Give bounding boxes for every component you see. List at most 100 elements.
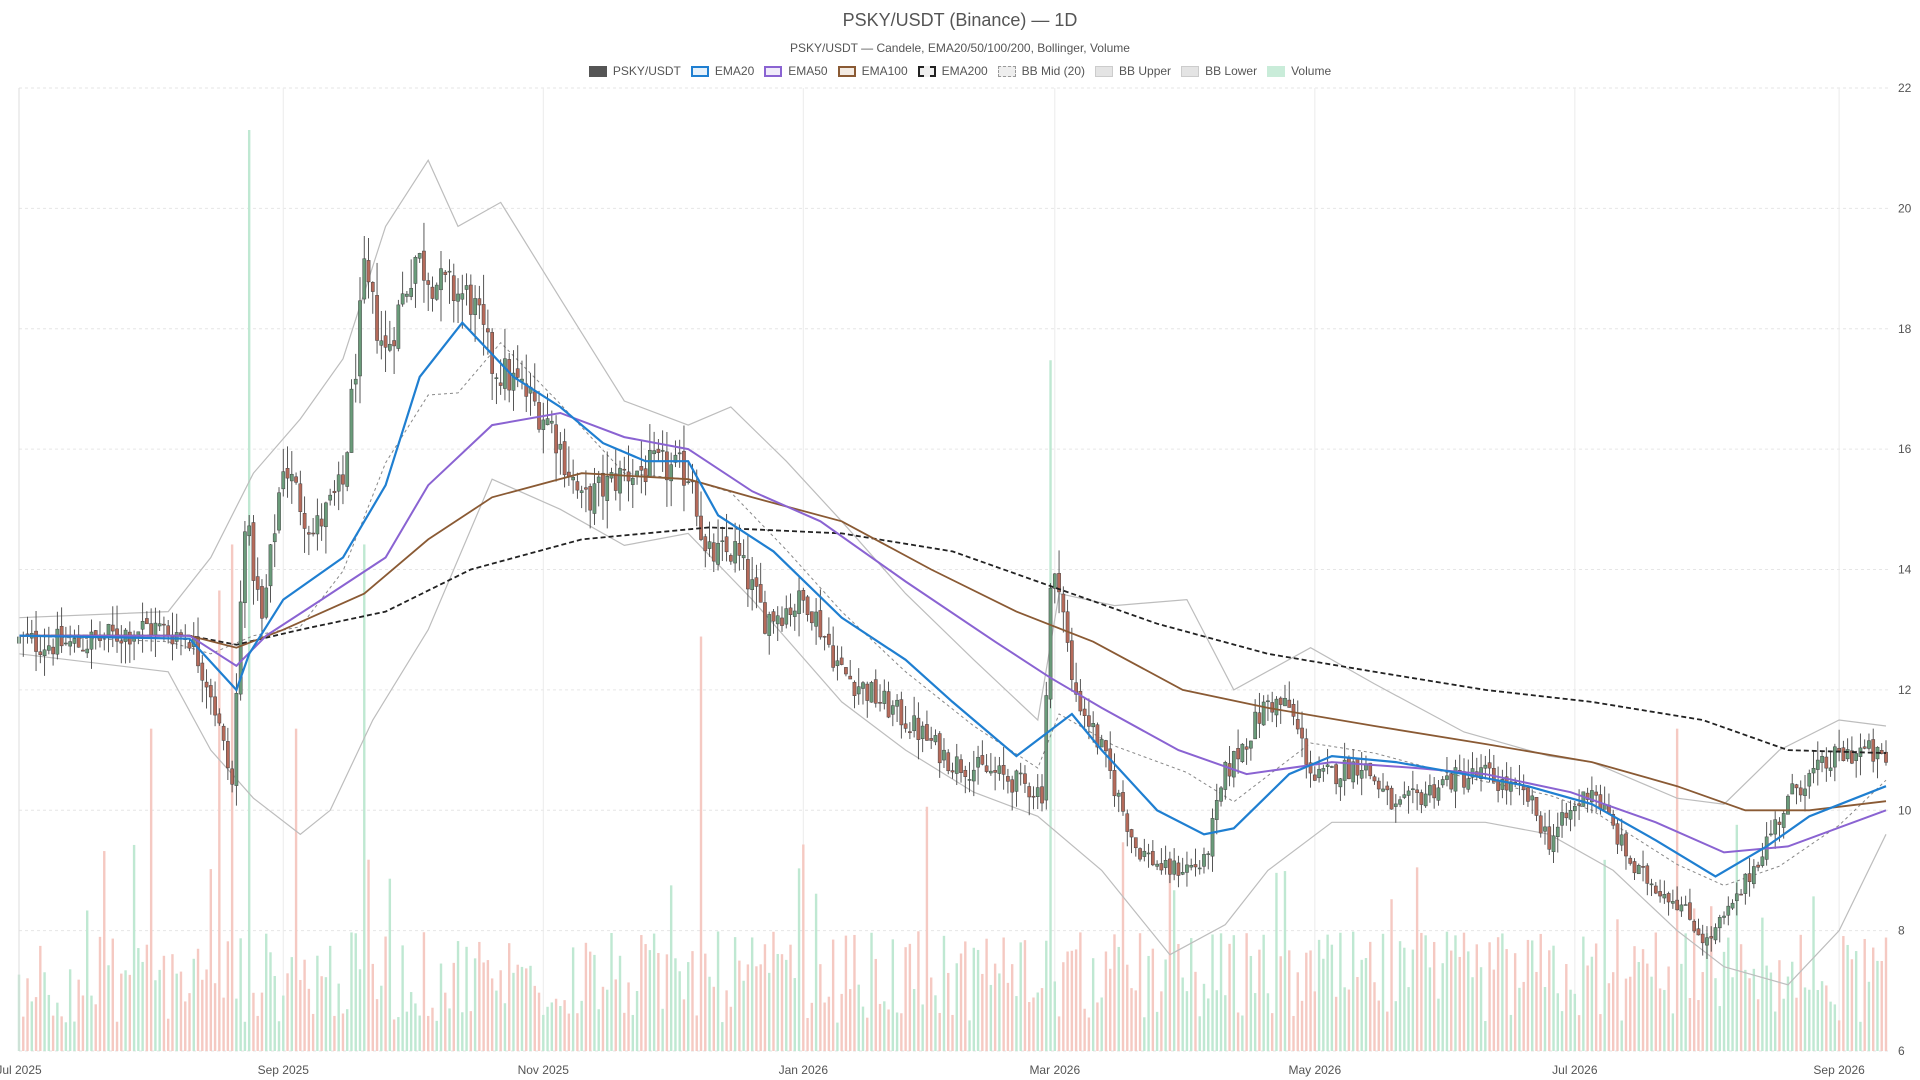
candle-body <box>451 275 456 301</box>
candle <box>1295 700 1300 735</box>
legend-item-ema50[interactable]: EMA50 <box>764 64 828 78</box>
candle-body <box>392 340 396 347</box>
candle <box>1099 734 1104 748</box>
candle-body <box>903 723 908 729</box>
legend-item-candles[interactable]: PSKY/USDT <box>588 64 681 78</box>
candle-body <box>890 705 895 715</box>
volume-bar <box>1531 940 1534 1051</box>
candle-body <box>251 522 256 581</box>
volume-bar <box>1343 987 1346 1051</box>
candle <box>89 619 94 669</box>
candle-body <box>562 441 567 476</box>
candle-body <box>984 765 989 772</box>
candle <box>1227 745 1232 787</box>
candle <box>153 607 158 657</box>
volume-bar <box>1360 959 1363 1051</box>
candle-body <box>1112 770 1117 797</box>
candle-body <box>149 623 153 636</box>
legend-item-bb-upper[interactable]: BB Upper <box>1095 64 1171 78</box>
candle <box>741 539 746 570</box>
candle-body <box>1411 788 1415 791</box>
volume-bar <box>785 959 788 1051</box>
candle <box>1850 736 1854 765</box>
candle <box>848 660 853 680</box>
candle <box>490 328 494 401</box>
legend-item-bb-lower[interactable]: BB Lower <box>1181 64 1257 78</box>
candle <box>984 754 989 774</box>
volume-bar <box>47 994 51 1051</box>
volume-bar <box>704 953 707 1051</box>
candle-body <box>1560 812 1564 826</box>
candle-body <box>1815 759 1820 770</box>
volume-bar <box>1369 941 1372 1051</box>
legend-item-ema100[interactable]: EMA100 <box>837 64 908 78</box>
volume-bar <box>981 973 984 1051</box>
candle-body <box>1244 746 1249 750</box>
candle <box>1824 747 1829 782</box>
candle-body <box>413 257 418 284</box>
volume-bar <box>1599 1014 1602 1051</box>
volume-bar <box>1518 987 1521 1051</box>
candle-body <box>993 770 997 773</box>
candle <box>1300 711 1304 758</box>
volume-bar <box>1339 932 1342 1051</box>
axes: 6 8 10 12 14 16 18 20 22 Jul 2025 Sep 2025 Nov 2025… <box>0 81 1912 1077</box>
volume-bar <box>1151 948 1155 1051</box>
volume-bar <box>235 998 238 1051</box>
candle <box>728 553 733 565</box>
candle <box>1270 691 1275 723</box>
candle <box>127 621 132 663</box>
candle-body <box>1389 787 1394 810</box>
volume-bar <box>912 988 916 1051</box>
candle <box>1330 765 1334 768</box>
candle <box>1645 863 1650 896</box>
volume-bar <box>1513 953 1517 1051</box>
candle-body <box>549 420 554 424</box>
candle <box>1688 888 1692 921</box>
legend-item-ema200[interactable]: EMA200 <box>917 64 988 78</box>
candle <box>456 278 460 323</box>
candle <box>592 467 597 525</box>
candle-body <box>703 536 708 552</box>
legend-label: EMA20 <box>714 64 755 78</box>
candle <box>1696 918 1701 936</box>
volume-bar <box>934 995 937 1051</box>
volume-bar <box>158 969 161 1051</box>
candle-body <box>1223 762 1228 790</box>
candle-body <box>1692 920 1697 932</box>
legend-item-ema20[interactable]: EMA20 <box>690 64 755 78</box>
volume-bar <box>1556 993 1559 1051</box>
candle-body <box>1666 893 1671 903</box>
volume-bar <box>1543 987 1547 1051</box>
volume-bar <box>780 954 784 1051</box>
candle <box>1172 848 1177 881</box>
volume-bar <box>1688 998 1692 1051</box>
volume-bar <box>1505 949 1508 1051</box>
candle-body <box>724 536 729 553</box>
candle <box>324 501 328 554</box>
candle-body <box>1189 865 1194 868</box>
volume-bar <box>324 977 328 1051</box>
volume-bar <box>1270 1013 1274 1051</box>
volume-bar <box>154 980 157 1051</box>
legend-item-bb-mid[interactable]: BB Mid (20) <box>997 64 1085 78</box>
candle-body <box>1632 861 1637 874</box>
candle-body <box>1014 770 1019 792</box>
candle-body <box>1368 762 1373 777</box>
candle-body <box>1658 891 1662 897</box>
volume-bar <box>444 992 447 1051</box>
candle <box>473 285 477 342</box>
candle <box>140 602 145 653</box>
candle <box>630 459 635 508</box>
candle <box>315 498 320 551</box>
legend-item-volume[interactable]: Volume <box>1267 64 1331 78</box>
volume-bar <box>853 934 856 1051</box>
candle <box>1304 728 1309 779</box>
candle <box>1619 818 1624 852</box>
candle-body <box>1074 682 1078 695</box>
candle <box>925 710 929 741</box>
candle-body <box>622 468 627 471</box>
candle-body <box>1095 724 1100 748</box>
candle <box>110 606 115 648</box>
